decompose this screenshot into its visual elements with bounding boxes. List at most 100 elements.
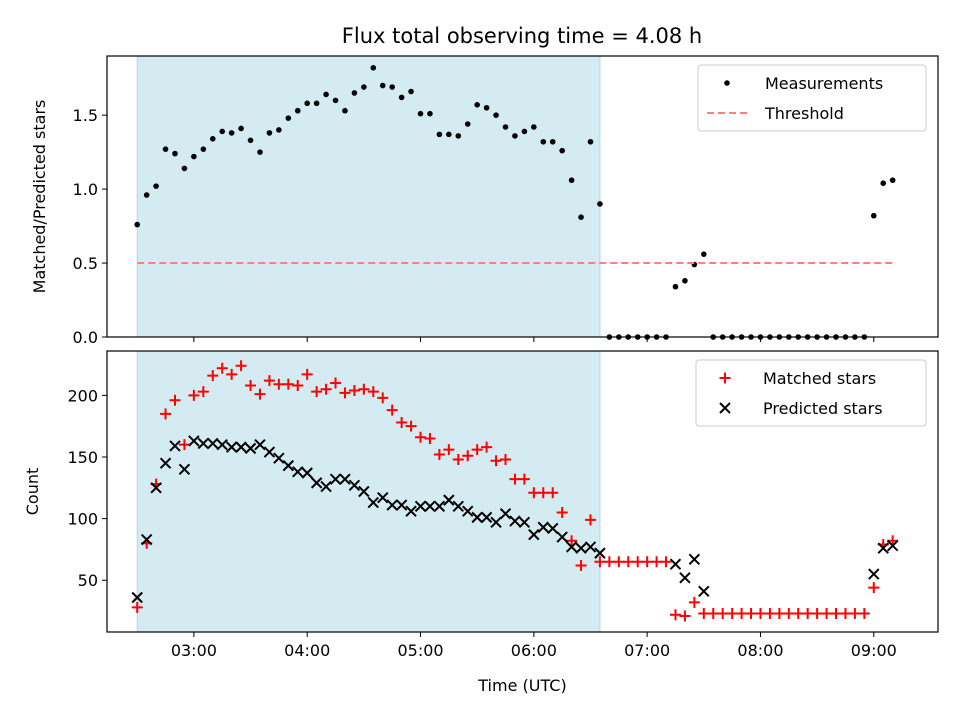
matched-star-point — [669, 609, 681, 621]
counts-panel: 03:00 04:00 05:00 06:00 07:00 08:00 09:00 50 100… — [23, 350, 939, 695]
matched-star-point — [698, 608, 710, 620]
matched-star-point — [292, 380, 304, 392]
predicted-star-point — [282, 459, 295, 472]
measurement-point — [398, 94, 405, 101]
matched-star-point — [254, 388, 266, 400]
measurement-point — [597, 201, 603, 207]
predicted-star-point — [698, 585, 710, 598]
matched-star-point — [745, 608, 757, 620]
measurement-point — [361, 84, 367, 90]
measurement-point — [427, 110, 433, 117]
matched-star-point — [424, 433, 436, 445]
matched-star-point — [462, 450, 474, 462]
y-axis-label: Matched/Predicted stars — [30, 100, 49, 294]
matched-star-point — [500, 453, 512, 465]
matched-star-point — [320, 383, 332, 395]
matched-star-point — [773, 608, 785, 620]
measurement-point — [228, 130, 235, 136]
matched-star-point — [509, 473, 521, 485]
predicted-star-point — [131, 591, 143, 604]
predicted-star-point — [169, 440, 181, 452]
matched-star-point — [226, 368, 238, 380]
predicted-star-point — [386, 499, 398, 511]
matched-star-point — [490, 455, 502, 467]
predicted-star-point — [414, 500, 427, 512]
matched-star-point — [707, 608, 719, 620]
legend-marker — [719, 402, 731, 414]
measurement-point — [313, 100, 320, 107]
measurement-point — [162, 146, 169, 152]
matched-star-point — [830, 608, 842, 620]
measurement-point — [483, 104, 490, 111]
matched-star-point — [547, 487, 559, 499]
measurement-point — [332, 97, 339, 104]
y-tick-label: 0.0 — [73, 328, 98, 347]
measurement-point — [672, 283, 679, 290]
predicted-star-point — [575, 542, 587, 554]
matched-star-point — [160, 408, 172, 420]
x-tick-label: 03:00 — [171, 641, 217, 660]
predicted-star-point — [395, 499, 408, 511]
y-tick-label: 0.5 — [73, 254, 98, 273]
predicted-star-point — [886, 540, 899, 552]
measurement-point — [870, 212, 877, 219]
measurement-point — [342, 107, 348, 114]
matched-star-point — [377, 392, 389, 404]
matched-star-point — [367, 386, 379, 398]
matched-star-point — [811, 608, 823, 620]
predicted-star-point — [329, 473, 342, 485]
predicted-star-point — [471, 511, 483, 524]
matched-star-point — [622, 556, 634, 568]
matched-star-point — [282, 378, 294, 390]
predicted-star-point — [292, 466, 304, 478]
matched-star-point — [188, 389, 200, 401]
legend-label: Measurements — [765, 74, 883, 93]
measurement-point — [408, 88, 414, 95]
legend-box — [695, 359, 927, 427]
matched-star-point — [641, 556, 653, 568]
matched-star-point — [688, 596, 700, 608]
predicted-star-point — [433, 500, 446, 512]
x-tick-label: 04:00 — [284, 641, 330, 660]
series-1-0 — [131, 360, 899, 622]
matched-star-point — [471, 444, 483, 456]
matched-star-point — [405, 420, 417, 432]
matched-star-point — [849, 608, 861, 620]
measurement-point — [889, 177, 896, 184]
matched-star-point — [415, 431, 427, 443]
matched-star-point — [651, 556, 663, 568]
measurement-point — [549, 138, 556, 145]
matched-star-point — [433, 449, 445, 461]
matched-star-point — [169, 394, 181, 406]
predicted-star-point — [207, 437, 219, 450]
measurement-point — [370, 65, 377, 71]
observing-window-region — [137, 351, 600, 632]
predicted-star-point — [584, 541, 597, 553]
matched-star-point — [131, 601, 143, 613]
measurement-point — [143, 192, 150, 198]
legend-label: Matched stars — [763, 369, 876, 388]
legend-label: Threshold — [764, 104, 844, 123]
matched-star-point — [273, 378, 285, 390]
measurement-point — [191, 153, 197, 160]
measurement-point — [304, 100, 310, 107]
measurement-point — [682, 278, 688, 284]
matched-star-point — [311, 386, 323, 398]
matched-star-point — [726, 608, 738, 620]
matched-star-point — [518, 473, 530, 485]
predicted-star-point — [518, 516, 531, 529]
matched-star-point — [348, 384, 360, 396]
matched-star-point — [717, 608, 729, 620]
predicted-star-point — [877, 542, 889, 554]
measurement-point — [247, 137, 254, 144]
x-tick-label: 07:00 — [624, 641, 670, 660]
measurement-point — [531, 124, 537, 130]
x-tick-label: 06:00 — [511, 641, 557, 660]
predicted-star-point — [868, 568, 880, 580]
measurement-point — [446, 131, 452, 138]
matched-star-point — [245, 380, 257, 392]
matched-star-point — [301, 368, 313, 380]
matched-star-point — [868, 582, 880, 594]
y-tick-label: 1.5 — [73, 106, 98, 125]
matched-star-point — [339, 387, 351, 399]
